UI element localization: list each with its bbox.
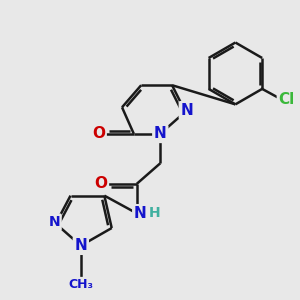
Text: N: N bbox=[74, 238, 87, 253]
Text: Cl: Cl bbox=[278, 92, 295, 107]
Text: N: N bbox=[180, 103, 193, 118]
Text: N: N bbox=[134, 206, 147, 221]
Text: N: N bbox=[49, 215, 60, 229]
Text: O: O bbox=[92, 126, 105, 141]
Text: CH₃: CH₃ bbox=[68, 278, 93, 291]
Text: N: N bbox=[154, 126, 167, 141]
Text: O: O bbox=[94, 176, 107, 191]
Text: H: H bbox=[149, 206, 161, 220]
